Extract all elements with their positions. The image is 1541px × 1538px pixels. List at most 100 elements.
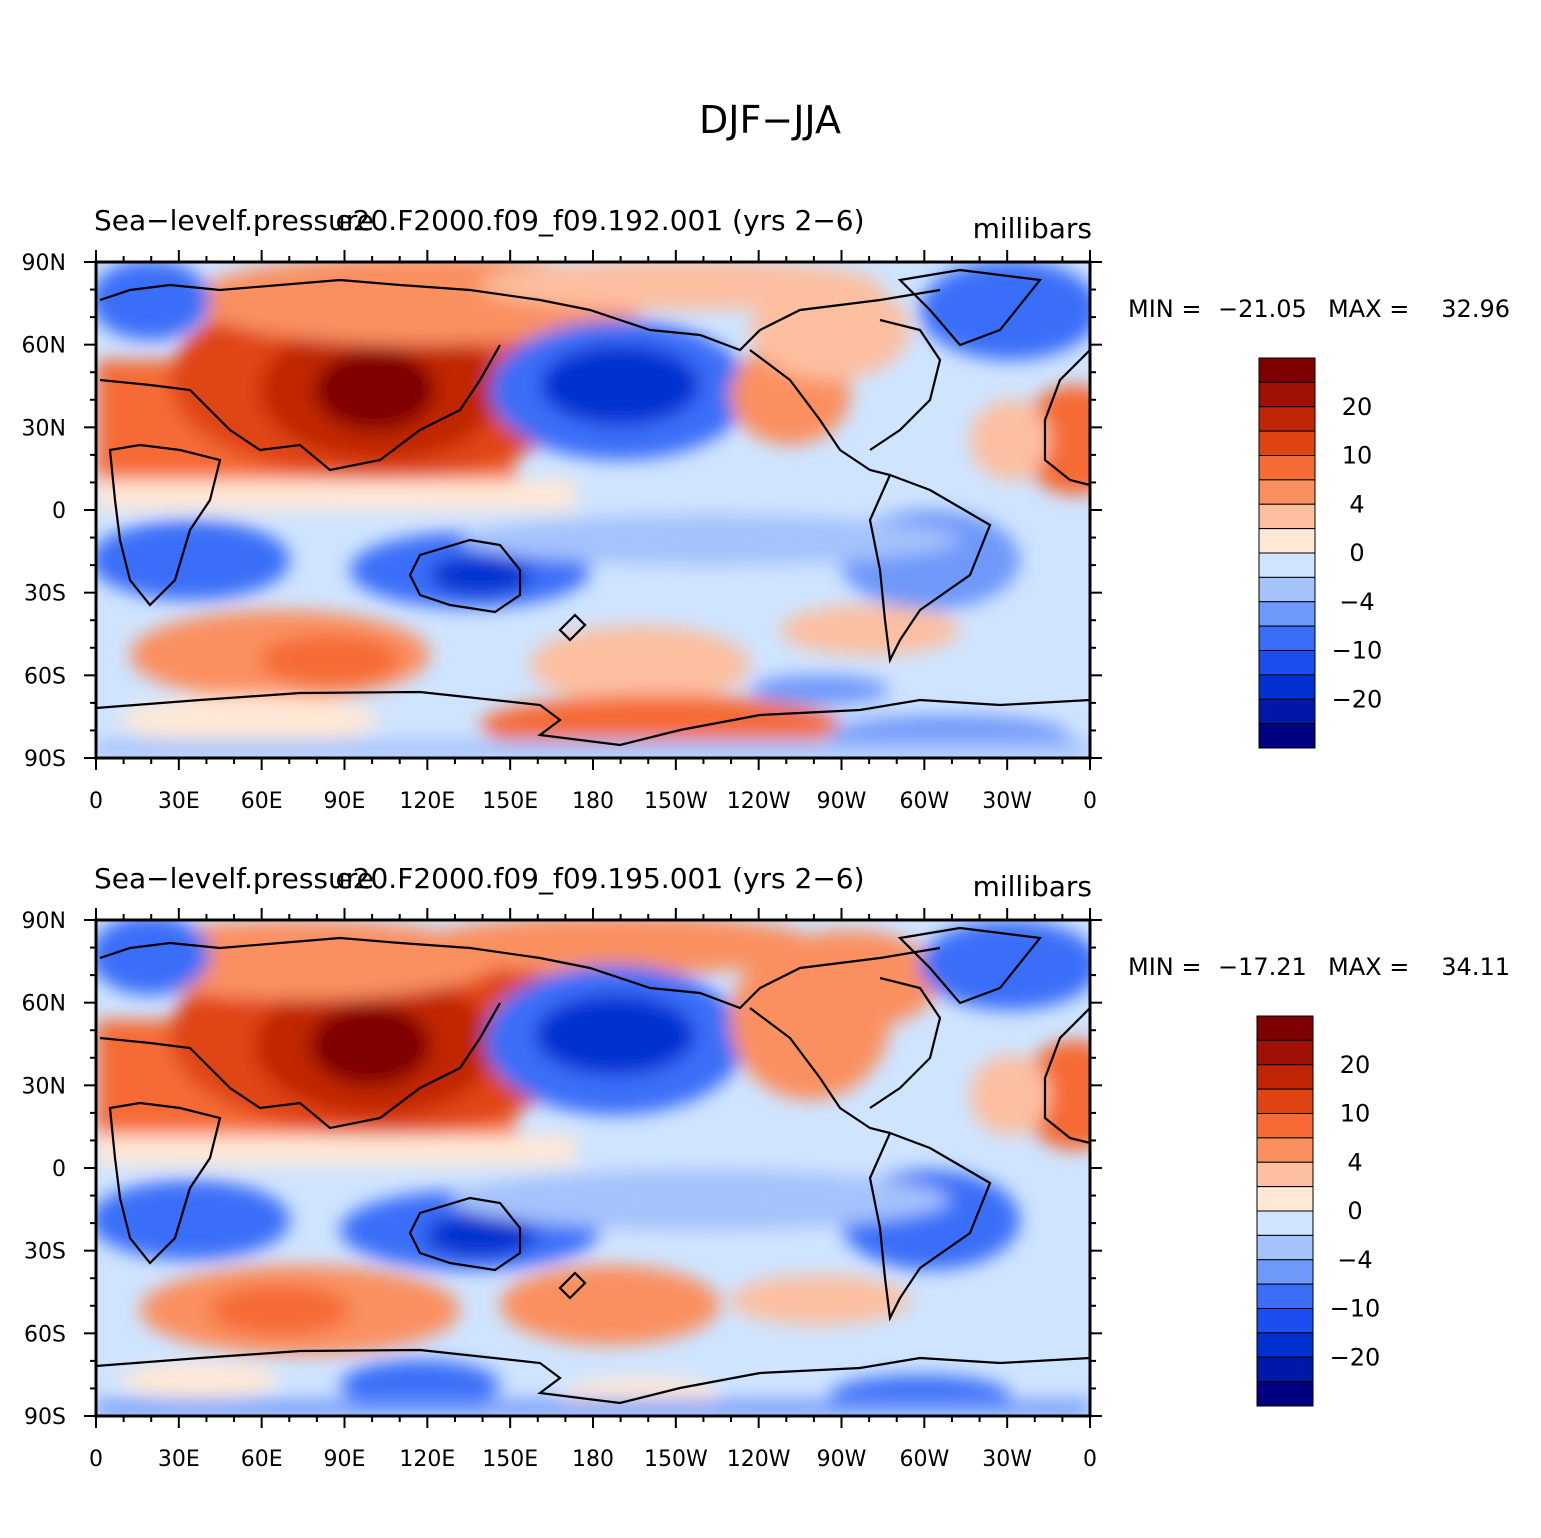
colorbar-box	[1256, 1332, 1314, 1358]
x-tick-label: 30E	[158, 789, 200, 814]
colorbar-label: 0	[1349, 539, 1364, 567]
panel-2-colorbar: 20 10 4 0 −4 −10 −20	[1256, 1015, 1381, 1407]
figure-title: DJF−JJA	[699, 98, 841, 142]
panel-2-center-title: e20.F2000.f09_f09.195.001 (yrs 2−6)	[335, 862, 864, 895]
x-tick-label: 180	[572, 1447, 614, 1472]
y-tick-label: 90N	[22, 251, 66, 276]
colorbar-box	[1258, 723, 1316, 749]
x-tick-label: 120E	[399, 789, 455, 814]
colorbar-box	[1258, 698, 1316, 725]
y-tick-label: 90S	[24, 1405, 66, 1430]
y-tick-label: 60N	[22, 334, 66, 359]
y-tick-label: 30N	[22, 416, 66, 441]
x-tick-label: 150W	[644, 1447, 708, 1472]
x-tick-label: 0	[1083, 789, 1097, 814]
colorbar-label: −20	[1330, 1343, 1381, 1371]
y-tick-label: 0	[52, 499, 66, 524]
panel-2-min-label: MIN =	[1128, 953, 1201, 981]
panel-1-map-field	[96, 262, 1090, 758]
colorbar-box	[1256, 1381, 1314, 1407]
panel-1-max-label: MAX =	[1328, 295, 1409, 323]
panel-2: Sea−levelf.pressure e20.F2000.f09_f09.19…	[22, 862, 1510, 1472]
x-tick-label: 30W	[982, 789, 1032, 814]
colorbar-label: 20	[1342, 393, 1373, 421]
colorbar-box	[1258, 479, 1316, 505]
x-tick-label: 60E	[241, 789, 283, 814]
colorbar-label: 10	[1342, 442, 1373, 470]
colorbar-box	[1256, 1064, 1314, 1090]
x-tick-label: 90W	[817, 1447, 867, 1472]
colorbar-box	[1258, 406, 1316, 432]
x-tick-label: 90E	[324, 789, 366, 814]
colorbar-box	[1258, 601, 1316, 627]
panel-1-x-axis-labels: 0 30E 60E 90E 120E 150E 180 150W 120W 90W 60W 30W 0	[89, 789, 1097, 814]
colorbar-box	[1256, 1234, 1314, 1261]
x-tick-label: 0	[89, 1447, 103, 1472]
x-tick-label: 150E	[482, 1447, 538, 1472]
colorbar-box	[1258, 503, 1316, 530]
colorbar-box	[1258, 381, 1316, 408]
colorbar-box	[1256, 1259, 1314, 1285]
panel-2-min-value: −17.21	[1218, 953, 1307, 981]
y-tick-label: 90N	[22, 909, 66, 934]
y-tick-label: 0	[52, 1157, 66, 1182]
x-tick-label: 60W	[899, 789, 949, 814]
x-tick-label: 90W	[817, 789, 867, 814]
colorbar-label: −4	[1339, 588, 1374, 616]
colorbar-label: 4	[1347, 1148, 1362, 1176]
colorbar-box	[1256, 1039, 1314, 1066]
x-tick-label: 30E	[158, 1447, 200, 1472]
colorbar-box	[1256, 1308, 1314, 1334]
panel-2-max-label: MAX =	[1328, 953, 1409, 981]
colorbar-box	[1256, 1283, 1314, 1309]
y-tick-label: 60N	[22, 992, 66, 1017]
colorbar-label: 4	[1349, 490, 1364, 518]
colorbar-label: 10	[1340, 1100, 1371, 1128]
y-tick-label: 60S	[24, 664, 66, 689]
colorbar-box	[1256, 1015, 1314, 1041]
panel-2-y-axis-labels: 90N 60N 30N 0 30S 60S 90S	[22, 909, 66, 1430]
colorbar-box	[1258, 674, 1316, 700]
x-tick-label: 0	[1083, 1447, 1097, 1472]
colorbar-box	[1256, 1137, 1314, 1163]
panel-1-center-title: e20.F2000.f09_f09.192.001 (yrs 2−6)	[335, 204, 864, 237]
colorbar-label: −10	[1332, 637, 1383, 665]
colorbar-box	[1258, 357, 1316, 383]
colorbar-box	[1256, 1088, 1314, 1114]
colorbar-box	[1258, 650, 1316, 676]
panel-1: Sea−levelf.pressure e20.F2000.f09_f09.19…	[22, 204, 1510, 814]
colorbar-box	[1256, 1356, 1314, 1383]
colorbar-box	[1258, 576, 1316, 603]
x-tick-label: 150W	[644, 789, 708, 814]
colorbar-label: −10	[1330, 1295, 1381, 1323]
colorbar-box	[1258, 528, 1316, 554]
panel-1-coastlines	[96, 268, 1090, 747]
colorbar-label: 20	[1340, 1051, 1371, 1079]
panel-1-max-value: 32.96	[1441, 295, 1510, 323]
x-tick-label: 90E	[324, 1447, 366, 1472]
panel-1-left-title: Sea−levelf.pressure	[94, 204, 374, 237]
x-tick-label: 30W	[982, 1447, 1032, 1472]
colorbar-label: −4	[1337, 1246, 1372, 1274]
x-tick-label: 60W	[899, 1447, 949, 1472]
y-tick-label: 30N	[22, 1074, 66, 1099]
panel-1-units: millibars	[973, 212, 1092, 245]
colorbar-box	[1258, 430, 1316, 456]
panel-2-coastlines	[96, 926, 1090, 1405]
y-tick-label: 90S	[24, 747, 66, 772]
x-tick-label: 0	[89, 789, 103, 814]
colorbar-box	[1256, 1113, 1314, 1139]
colorbar-box	[1258, 625, 1316, 651]
colorbar-label: −20	[1332, 685, 1383, 713]
panel-2-max-value: 34.11	[1441, 953, 1510, 981]
x-tick-label: 180	[572, 789, 614, 814]
panel-1-axis-ticks	[84, 250, 1102, 770]
panel-1-y-axis-labels: 90N 60N 30N 0 30S 60S 90S	[22, 251, 66, 772]
panel-1-min-value: −21.05	[1218, 295, 1307, 323]
colorbar-box	[1256, 1210, 1314, 1236]
y-tick-label: 60S	[24, 1322, 66, 1347]
panel-2-axis-ticks	[84, 908, 1102, 1428]
colorbar-box	[1256, 1161, 1314, 1188]
colorbar-label: 0	[1347, 1197, 1362, 1225]
panel-2-x-axis-labels: 0 30E 60E 90E 120E 150E 180 150W 120W 90W 60W 30W 0	[89, 1447, 1097, 1472]
